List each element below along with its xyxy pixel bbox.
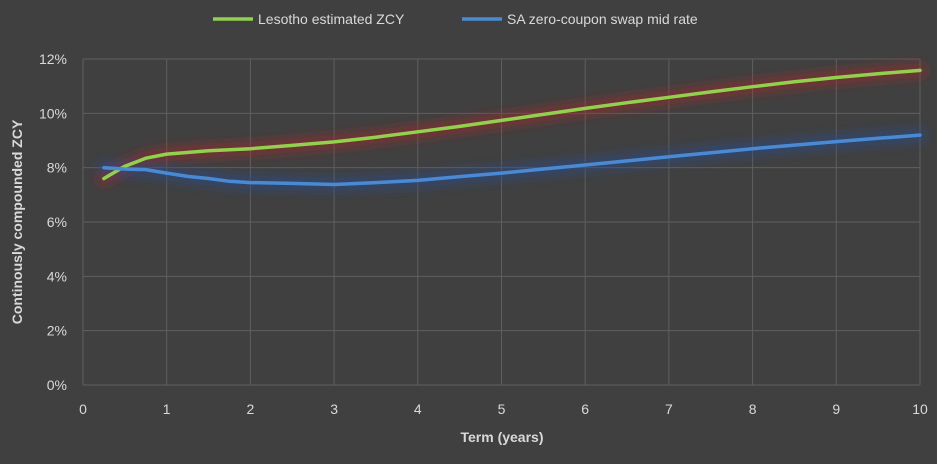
gridlines (82, 58, 921, 386)
series-glow-1 (96, 128, 927, 192)
y-tick-label: 4% (47, 268, 67, 284)
x-tick-label: 2 (247, 401, 255, 417)
legend-label-sa: SA zero-coupon swap mid rate (507, 11, 698, 27)
series-line-sa (102, 133, 922, 187)
legend-label-lesotho: Lesotho estimated ZCY (258, 11, 405, 27)
x-tick-label: 9 (832, 401, 840, 417)
y-axis-tick-labels: 0% 2% 4% 6% 8% 10% 12% (39, 51, 67, 393)
x-tick-label: 1 (163, 401, 171, 417)
y-tick-label: 0% (47, 377, 67, 393)
x-tick-label: 3 (330, 401, 338, 417)
x-tick-label: 5 (498, 401, 506, 417)
series-line-lesotho (102, 68, 922, 181)
y-tick-label: 6% (47, 214, 67, 230)
y-tick-label: 2% (47, 323, 67, 339)
x-tick-label: 6 (581, 401, 589, 417)
y-tick-label: 10% (39, 105, 67, 121)
x-tick-label: 4 (414, 401, 422, 417)
series-layer (96, 63, 927, 192)
y-tick-label: 12% (39, 51, 67, 67)
x-tick-label: 7 (665, 401, 673, 417)
x-tick-label: 8 (749, 401, 757, 417)
x-tick-label: 0 (79, 401, 87, 417)
legend: Lesotho estimated ZCY SA zero-coupon swa… (213, 11, 698, 27)
x-axis-tick-labels: 0 1 2 3 4 5 6 7 8 9 10 (79, 401, 928, 417)
x-tick-label: 10 (912, 401, 928, 417)
x-axis-title: Term (years) (460, 429, 543, 445)
series-glow-0 (96, 63, 927, 186)
y-axis-title: Continously compounded ZCY (9, 119, 25, 324)
y-tick-label: 8% (47, 160, 67, 176)
